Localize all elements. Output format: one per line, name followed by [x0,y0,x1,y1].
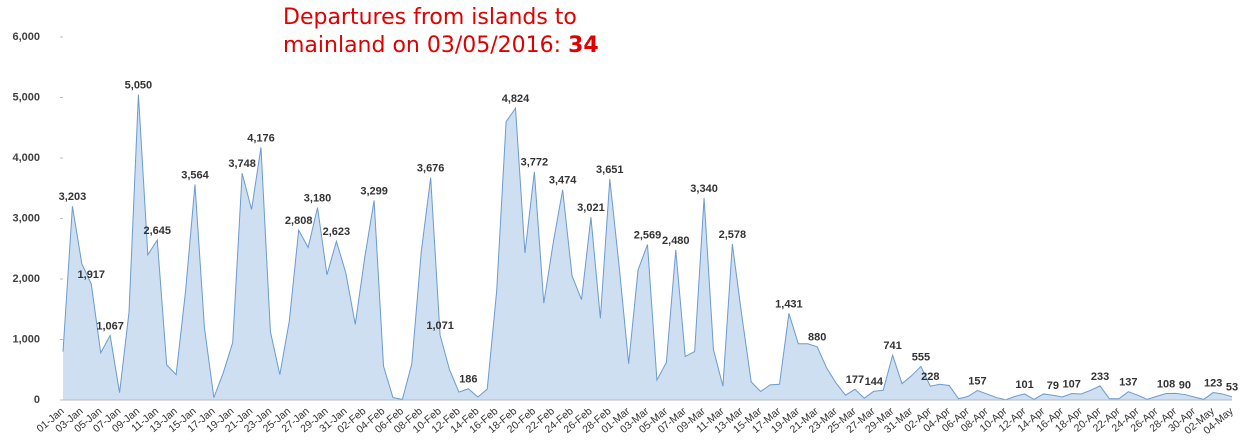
data-label: 79 [1047,380,1059,392]
data-label: 2,623 [323,226,351,238]
data-label: 1,431 [775,298,803,310]
data-label: 1,067 [96,320,124,332]
data-label: 108 [1157,378,1175,390]
y-tick-label: 2,000 [12,273,40,285]
data-label: 2,808 [285,215,313,227]
title-value: 34 [568,33,599,58]
data-label: 137 [1119,377,1137,389]
data-label: 3,203 [59,191,87,203]
data-label: 4,176 [247,132,275,144]
y-tick-label: 4,000 [12,152,40,164]
data-label: 3,564 [181,169,209,181]
y-tick-label: 6,000 [12,31,40,43]
data-label: 4,824 [502,93,530,105]
y-tick-label: 3,000 [12,212,40,224]
data-label: 177 [846,374,864,386]
data-label: 2,569 [634,229,662,241]
data-label: 3,651 [596,164,624,176]
data-label: 1,917 [78,269,106,281]
data-label: 3,299 [360,185,388,197]
data-label: 3,676 [417,163,445,175]
data-label: 5,050 [125,79,153,91]
data-label: 228 [921,371,939,383]
y-tick-label: 0 [34,394,40,406]
data-label: 3,340 [690,183,718,195]
data-label: 1,071 [426,320,454,332]
data-label: 157 [968,375,986,387]
y-tick-label: 1,000 [12,333,40,345]
data-label: 3,772 [521,157,549,169]
data-label: 2,480 [662,235,690,247]
data-label: 90 [1179,379,1191,391]
data-label: 233 [1091,371,1109,383]
data-label: 101 [1015,379,1033,391]
data-label: 53 [1226,382,1238,394]
data-label: 555 [912,351,930,363]
chart-title-box: Departures from islands to mainland on 0… [283,4,683,60]
data-label: 3,180 [304,193,332,205]
data-label: 3,748 [228,158,256,170]
y-tick-label: 5,000 [12,91,40,103]
data-label: 880 [808,332,826,344]
area-line [62,94,1233,401]
data-label: 3,021 [577,202,605,214]
data-label: 107 [1063,378,1081,390]
data-label: 741 [883,340,901,352]
data-label: 186 [459,374,477,386]
chart-title: Departures from islands to mainland on 0… [283,5,577,58]
data-label: 123 [1204,377,1222,389]
data-label: 2,578 [719,229,747,241]
data-label: 144 [865,376,884,388]
data-label: 3,474 [549,175,577,187]
data-label: 2,645 [144,225,172,237]
